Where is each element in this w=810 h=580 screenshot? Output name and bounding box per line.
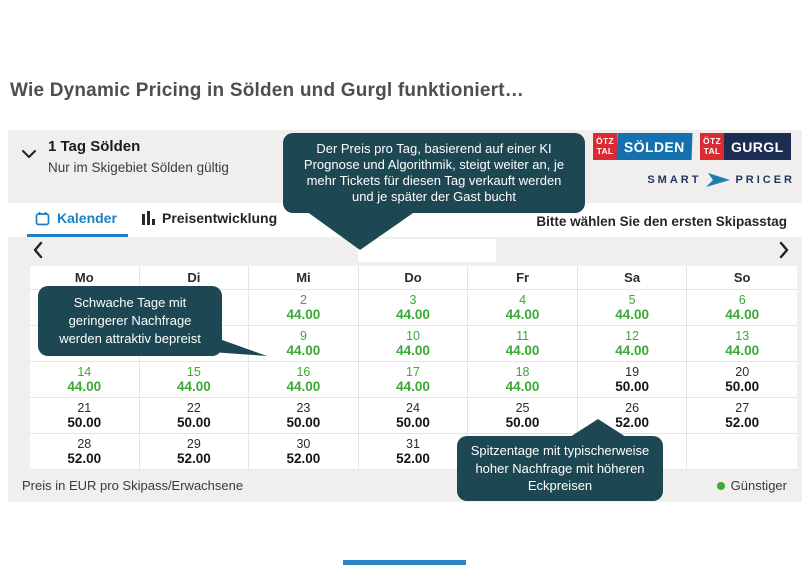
calendar-day-cell[interactable]: 27 52.00 <box>687 398 797 434</box>
selection-prompt: Bitte wählen Sie den ersten Skipasstag <box>536 214 787 229</box>
oetztal-badge: ÖTZ TAL <box>700 133 724 160</box>
smart-pricer-arrow-icon <box>706 173 731 187</box>
calendar-day-cell[interactable]: 30 52.00 <box>249 434 359 470</box>
calendar-day-cell[interactable]: 3 44.00 <box>358 290 469 326</box>
calendar-day-cell[interactable]: 21 50.00 <box>30 398 140 434</box>
calendar-day-cell[interactable]: 22 50.00 <box>139 398 250 434</box>
active-tab-underline <box>27 234 128 237</box>
calendar-day-cell[interactable]: 2 44.00 <box>249 290 359 326</box>
calendar-day-cell[interactable]: 10 44.00 <box>358 326 469 362</box>
calendar-day-cell[interactable]: 5 44.00 <box>577 290 688 326</box>
calendar-empty-cell <box>687 434 797 470</box>
bottom-accent-line <box>343 560 466 565</box>
calendar-day-cell[interactable]: 14 44.00 <box>30 362 140 398</box>
oetztal-badge: ÖTZ TAL <box>593 133 617 160</box>
tab-kalender[interactable]: Kalender <box>35 210 117 226</box>
pricing-widget-card: 1 Tag Sölden Nur im Skigebiet Sölden gül… <box>8 130 802 502</box>
calendar-day-cell[interactable]: 28 52.00 <box>30 434 140 470</box>
smart-pricer-logo: SMART PRICER <box>647 173 795 187</box>
chevron-right-icon[interactable] <box>776 240 792 260</box>
calendar-day-cell[interactable]: 4 44.00 <box>468 290 578 326</box>
calendar-day-cell[interactable]: 29 52.00 <box>139 434 250 470</box>
legend-guenstiger: Günstiger <box>716 478 787 493</box>
calendar-day-cell[interactable]: 31 52.00 <box>358 434 469 470</box>
tooltip-bottom-tail <box>570 419 626 437</box>
tooltip-price-algorithm: Der Preis pro Tag, basierend auf einer K… <box>283 133 585 213</box>
calendar-day-cell[interactable]: 20 50.00 <box>687 362 797 398</box>
bar-chart-icon <box>142 211 155 225</box>
weekday-header: Fr <box>468 266 578 290</box>
weekday-header: So <box>687 266 797 290</box>
calendar-day-cell[interactable]: 18 44.00 <box>468 362 578 398</box>
tab-preisentwicklung[interactable]: Preisentwicklung <box>142 210 277 226</box>
weekday-header: Do <box>358 266 469 290</box>
calendar-day-cell[interactable]: 9 44.00 <box>249 326 359 362</box>
calendar-day-cell[interactable]: 6 44.00 <box>687 290 797 326</box>
gurgl-wordmark: GURGL <box>724 133 791 160</box>
calendar-day-cell[interactable]: 24 50.00 <box>358 398 469 434</box>
calendar-day-cell[interactable]: 12 44.00 <box>577 326 688 362</box>
calendar-day-cell[interactable]: 11 44.00 <box>468 326 578 362</box>
tooltip-top-tail <box>306 211 416 250</box>
weekday-header: Sa <box>577 266 688 290</box>
chevron-down-icon[interactable] <box>20 146 38 162</box>
calendar-day-cell[interactable]: 19 50.00 <box>577 362 688 398</box>
product-title: 1 Tag Sölden <box>48 138 141 155</box>
price-note: Preis in EUR pro Skipass/Erwachsene <box>22 478 244 493</box>
calendar-day-cell[interactable]: 23 50.00 <box>249 398 359 434</box>
soelden-logo: ÖTZ TAL SÖLDEN <box>593 133 693 160</box>
gurgl-logo: ÖTZ TAL GURGL <box>700 133 791 160</box>
weekday-header: Mi <box>249 266 359 290</box>
tooltip-peak-days: Spitzentage mit typischerweise hoher Nac… <box>457 436 663 501</box>
chevron-left-icon[interactable] <box>30 240 46 260</box>
calendar-day-cell[interactable]: 16 44.00 <box>249 362 359 398</box>
green-dot-icon <box>716 481 725 490</box>
tooltip-weak-days: Schwache Tage mit geringerer Nachfrage w… <box>38 286 222 356</box>
page-title: Wie Dynamic Pricing in Sölden und Gurgl … <box>10 80 524 101</box>
month-label <box>358 239 496 262</box>
calendar-day-cell[interactable]: 25 50.00 <box>468 398 578 434</box>
calendar-day-cell[interactable]: 15 44.00 <box>139 362 250 398</box>
soelden-wordmark: SÖLDEN <box>616 133 693 160</box>
calendar-icon <box>35 211 50 225</box>
product-subtitle: Nur im Skigebiet Sölden gültig <box>48 160 229 175</box>
calendar-day-cell[interactable]: 13 44.00 <box>687 326 797 362</box>
calendar-day-cell[interactable]: 17 44.00 <box>358 362 469 398</box>
